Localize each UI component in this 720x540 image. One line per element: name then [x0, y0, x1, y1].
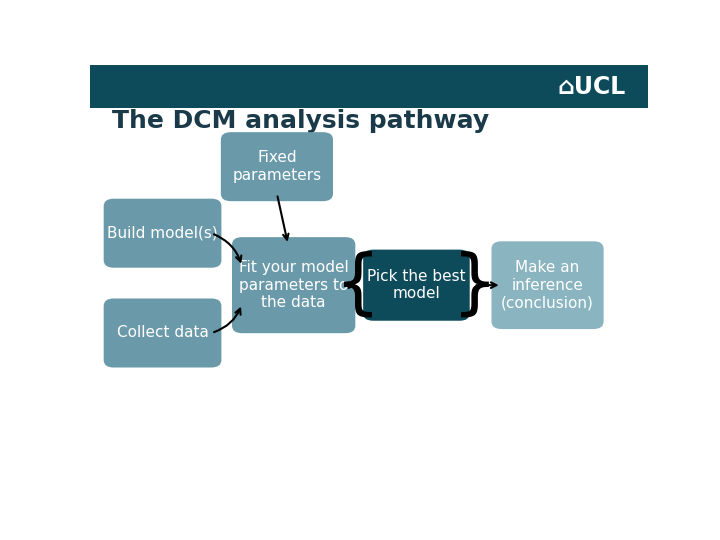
FancyBboxPatch shape: [232, 237, 356, 333]
Text: }: }: [452, 251, 498, 320]
FancyBboxPatch shape: [104, 199, 222, 268]
Text: The DCM analysis pathway: The DCM analysis pathway: [112, 109, 490, 133]
FancyBboxPatch shape: [492, 241, 603, 329]
FancyBboxPatch shape: [104, 299, 222, 368]
Text: Fit your model
parameters to
the data: Fit your model parameters to the data: [239, 260, 348, 310]
Text: Collect data: Collect data: [117, 326, 209, 341]
FancyBboxPatch shape: [363, 249, 469, 321]
FancyBboxPatch shape: [221, 132, 333, 201]
FancyBboxPatch shape: [90, 65, 648, 109]
Text: Build model(s): Build model(s): [107, 226, 218, 241]
Text: {: {: [335, 251, 381, 320]
Text: Make an
inference
(conclusion): Make an inference (conclusion): [501, 260, 594, 310]
Text: Fixed
parameters: Fixed parameters: [233, 151, 322, 183]
Text: Pick the best
model: Pick the best model: [367, 269, 466, 301]
Text: ⌂UCL: ⌂UCL: [557, 75, 626, 99]
